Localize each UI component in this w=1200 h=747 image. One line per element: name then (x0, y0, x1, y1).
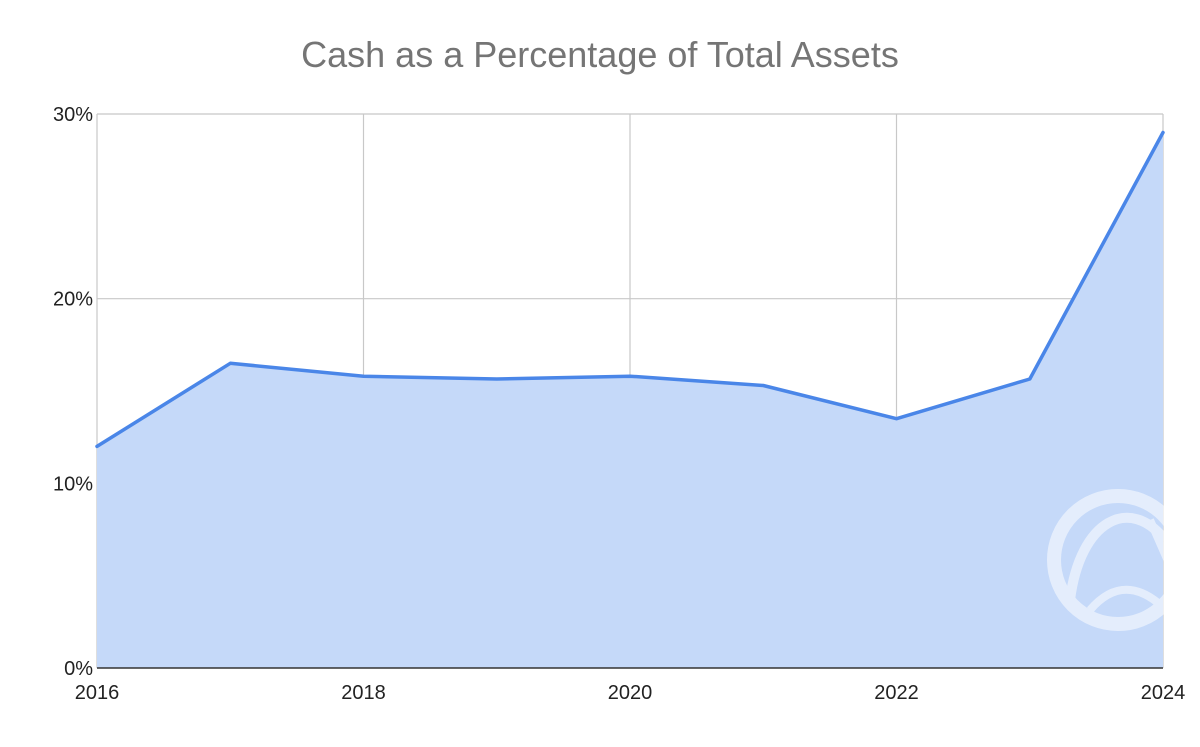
y-tick-label: 10% (53, 473, 93, 495)
chart-title: Cash as a Percentage of Total Assets (301, 34, 899, 75)
x-tick-label: 2018 (341, 682, 386, 704)
y-tick-label: 20% (53, 289, 93, 311)
x-tick-label: 2016 (75, 682, 120, 704)
y-tick-label: 30% (53, 104, 93, 126)
x-tick-label: 2024 (1141, 682, 1186, 704)
x-tick-label: 2022 (874, 682, 919, 704)
x-tick-label: 2020 (608, 682, 653, 704)
y-tick-label: 0% (64, 658, 93, 680)
